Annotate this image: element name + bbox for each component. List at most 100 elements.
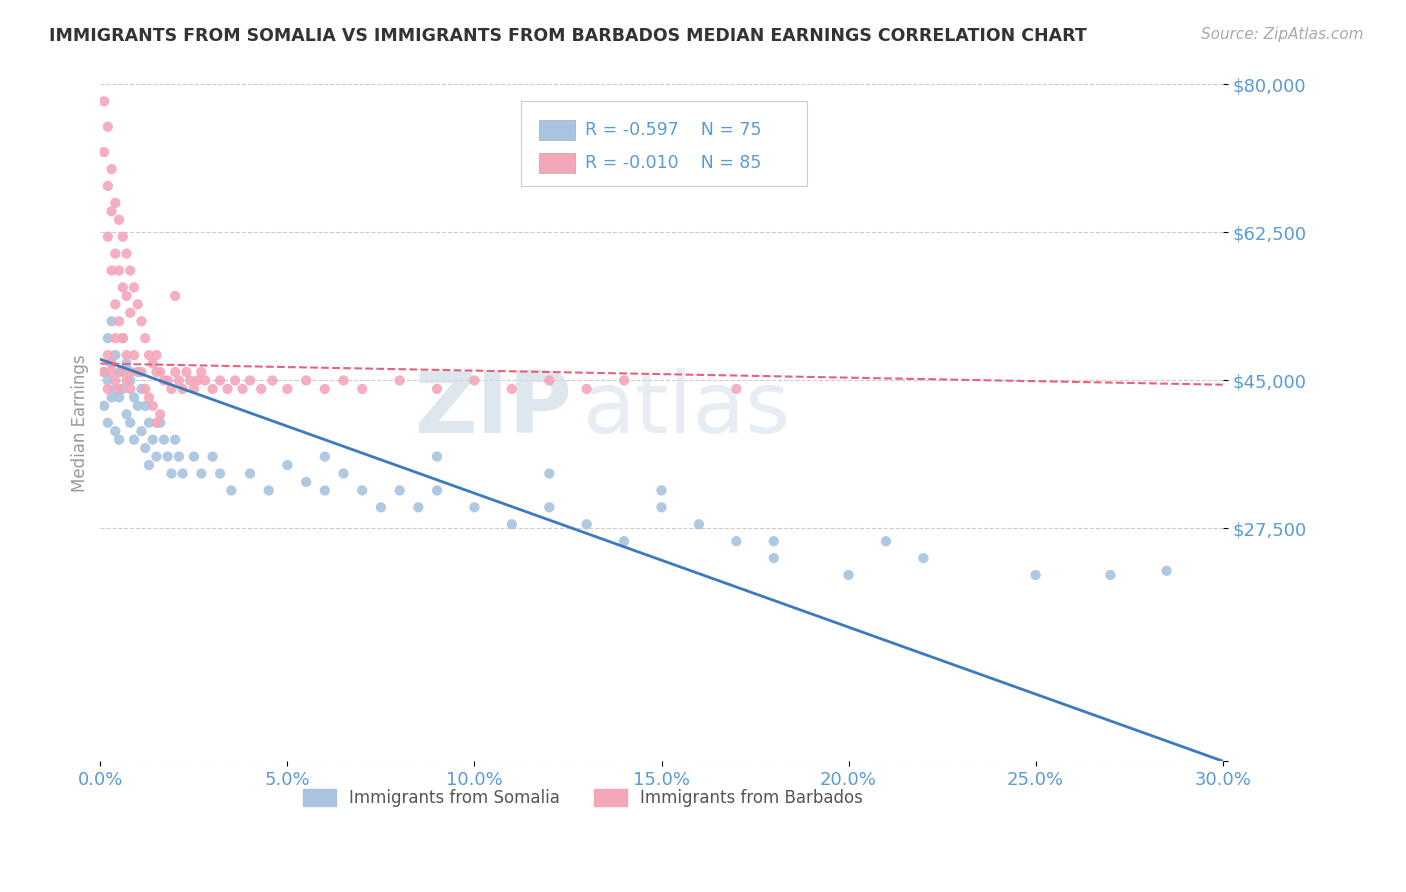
Point xyxy=(538,500,561,515)
Point xyxy=(131,424,153,438)
Point xyxy=(201,382,224,396)
Point xyxy=(160,382,183,396)
Point xyxy=(183,382,205,396)
Point xyxy=(912,551,935,566)
Point xyxy=(190,365,212,379)
Point xyxy=(100,161,122,176)
Point xyxy=(172,467,194,481)
Point xyxy=(131,365,153,379)
Point xyxy=(97,331,120,345)
Point xyxy=(187,374,209,388)
Point xyxy=(145,348,167,362)
Point xyxy=(153,374,176,388)
Point xyxy=(257,483,280,498)
Point xyxy=(120,365,142,379)
Point xyxy=(93,145,115,160)
Point xyxy=(100,357,122,371)
Point xyxy=(463,500,485,515)
Point xyxy=(127,399,149,413)
Point xyxy=(93,95,115,109)
Point xyxy=(217,382,239,396)
Point xyxy=(352,483,374,498)
Point xyxy=(142,399,165,413)
Point xyxy=(97,120,120,134)
Point xyxy=(224,374,246,388)
Point xyxy=(138,348,160,362)
Point xyxy=(613,374,636,388)
Point xyxy=(725,534,748,549)
Point xyxy=(650,483,672,498)
Text: ZIP: ZIP xyxy=(413,368,572,450)
Point xyxy=(104,331,127,345)
Point xyxy=(160,467,183,481)
Point xyxy=(1156,564,1178,578)
Point xyxy=(115,246,138,260)
Point xyxy=(276,382,298,396)
Point xyxy=(93,365,115,379)
Point xyxy=(221,483,243,498)
Point xyxy=(122,433,145,447)
Point xyxy=(875,534,897,549)
Point xyxy=(209,374,232,388)
Point xyxy=(104,382,127,396)
Point xyxy=(111,331,134,345)
Point xyxy=(108,314,131,328)
Legend: Immigrants from Somalia, Immigrants from Barbados: Immigrants from Somalia, Immigrants from… xyxy=(297,782,870,814)
Point xyxy=(149,416,172,430)
Point xyxy=(762,534,785,549)
Point xyxy=(138,458,160,472)
Point xyxy=(97,229,120,244)
Point xyxy=(115,289,138,303)
Point xyxy=(190,467,212,481)
Point xyxy=(134,382,156,396)
Point xyxy=(108,212,131,227)
Point xyxy=(120,374,142,388)
Point xyxy=(149,407,172,421)
Point xyxy=(388,483,411,498)
Point xyxy=(688,517,710,532)
Point xyxy=(111,365,134,379)
Point xyxy=(239,374,262,388)
Point xyxy=(122,390,145,404)
Point xyxy=(120,382,142,396)
Point xyxy=(104,195,127,210)
Point xyxy=(142,433,165,447)
Point xyxy=(115,348,138,362)
FancyBboxPatch shape xyxy=(538,120,575,140)
Point xyxy=(250,382,273,396)
Point xyxy=(1099,568,1122,582)
Point xyxy=(156,374,179,388)
Point xyxy=(276,458,298,472)
Point xyxy=(134,399,156,413)
Point xyxy=(97,374,120,388)
Point xyxy=(762,551,785,566)
Point xyxy=(93,365,115,379)
Point xyxy=(167,450,190,464)
Point xyxy=(100,390,122,404)
Point xyxy=(145,450,167,464)
Point xyxy=(108,382,131,396)
Point xyxy=(838,568,860,582)
Point xyxy=(100,365,122,379)
Point xyxy=(183,450,205,464)
Point xyxy=(142,357,165,371)
Point xyxy=(127,365,149,379)
Point xyxy=(111,229,134,244)
Point xyxy=(131,382,153,396)
Point xyxy=(426,483,449,498)
Point xyxy=(463,374,485,388)
Point xyxy=(172,382,194,396)
Point xyxy=(262,374,284,388)
Point xyxy=(176,365,198,379)
Point xyxy=(97,382,120,396)
Point xyxy=(100,204,122,219)
Point xyxy=(100,314,122,328)
Point xyxy=(314,483,336,498)
Point xyxy=(104,348,127,362)
Point xyxy=(388,374,411,388)
Point xyxy=(120,416,142,430)
Point xyxy=(167,374,190,388)
Point xyxy=(97,416,120,430)
Point xyxy=(201,450,224,464)
Point xyxy=(231,382,253,396)
